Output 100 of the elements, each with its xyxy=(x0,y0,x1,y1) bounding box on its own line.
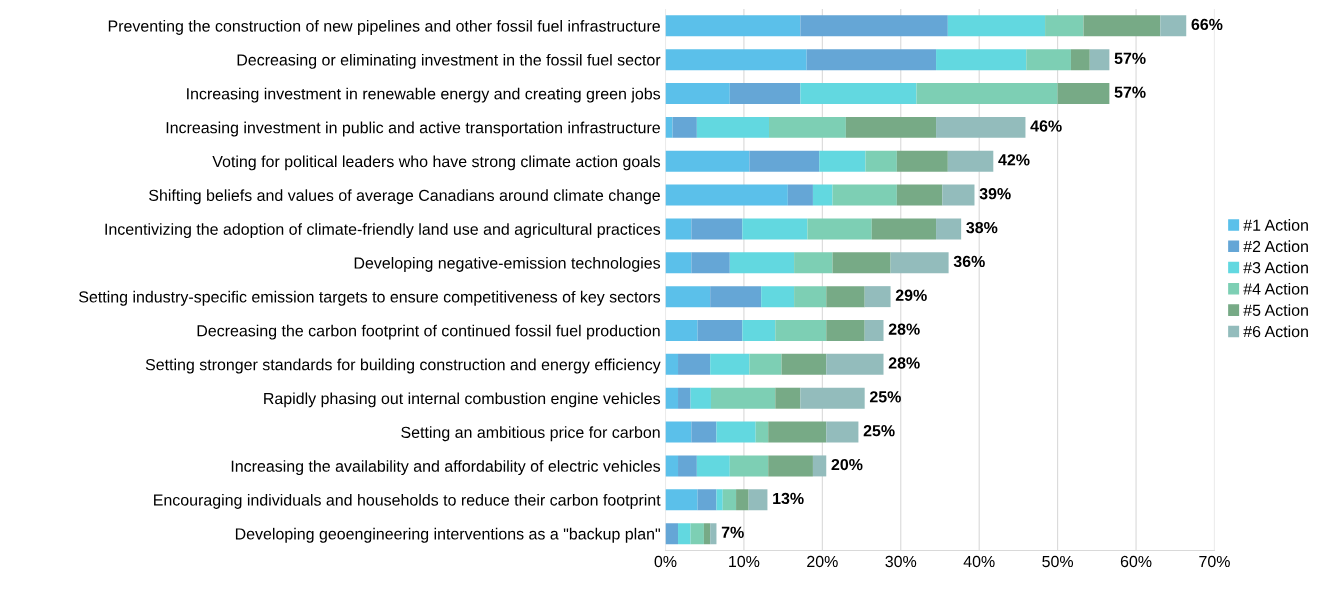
bar xyxy=(665,455,679,477)
bar xyxy=(755,421,769,443)
bar xyxy=(807,218,872,240)
bar xyxy=(1089,49,1110,71)
bar xyxy=(768,455,813,477)
bar xyxy=(819,150,866,172)
legend-label: #6 Action xyxy=(1243,325,1308,338)
bar xyxy=(678,455,697,477)
bar xyxy=(896,184,943,206)
bar xyxy=(691,421,717,443)
y-tick-label: Developing geoengineering interventions as a "backup plan" xyxy=(235,527,660,543)
bar xyxy=(1070,49,1090,71)
total-label: 28% xyxy=(888,357,920,369)
bar xyxy=(690,387,711,409)
bar xyxy=(665,116,673,138)
bar xyxy=(896,150,948,172)
bar xyxy=(742,320,776,341)
total-label: 7% xyxy=(721,526,744,538)
y-tick-label: Increasing investment in renewable energy and creating green jobs xyxy=(187,87,661,103)
bar xyxy=(947,15,1046,37)
total-label: 25% xyxy=(869,391,901,403)
bar xyxy=(703,523,711,545)
bar xyxy=(665,489,698,511)
bar xyxy=(665,150,750,172)
bar xyxy=(710,353,750,375)
total-label: 39% xyxy=(979,188,1011,200)
bar xyxy=(690,523,704,545)
legend-label: #3 Action xyxy=(1243,261,1308,274)
bar xyxy=(665,49,807,71)
bar xyxy=(665,387,679,409)
bar xyxy=(665,320,698,341)
bar xyxy=(665,421,692,443)
bar xyxy=(806,49,937,71)
bar xyxy=(800,83,917,105)
bar xyxy=(800,387,865,409)
bar xyxy=(742,218,808,240)
y-tick-label: Preventing the construction of new pipelines and other fossil fuel infrastructure xyxy=(108,20,660,35)
bar xyxy=(775,387,801,409)
bar xyxy=(845,116,937,138)
bar xyxy=(865,150,897,172)
bar xyxy=(787,184,813,206)
y-tick-label: Incentivizing the adoption of climate-friendly land use and agricultural practices xyxy=(105,223,661,239)
bar xyxy=(749,353,782,375)
total-label: 66% xyxy=(1191,18,1223,31)
total-label: 28% xyxy=(888,323,920,335)
bar xyxy=(710,286,762,308)
bar xyxy=(781,353,827,375)
legend-label: #4 Action xyxy=(1243,282,1308,295)
bar xyxy=(710,387,776,409)
total-label: 57% xyxy=(1114,86,1146,98)
y-tick-label: Decreasing or eliminating investment in the fossil fuel sector xyxy=(237,53,661,69)
bar xyxy=(1026,49,1071,71)
y-tick-label: Rapidly phasing out internal combustion engine vehicles xyxy=(264,392,661,408)
bar xyxy=(665,523,679,545)
bar xyxy=(678,523,691,545)
x-tick-label: 70% xyxy=(1199,555,1230,568)
bar xyxy=(696,116,770,138)
bar xyxy=(729,83,801,105)
bar xyxy=(697,320,743,341)
y-tick-label: Encouraging individuals and households to reduce their carbon footprint xyxy=(154,493,661,509)
bar xyxy=(826,353,884,375)
bar xyxy=(729,252,795,274)
bar xyxy=(1045,15,1084,37)
bar xyxy=(890,252,949,274)
y-tick-label: Setting industry-specific emission targets to ensure competitiveness of key sectors xyxy=(79,290,661,306)
bar xyxy=(665,218,692,240)
total-label: 57% xyxy=(1114,52,1146,64)
bar xyxy=(749,150,820,172)
bar xyxy=(947,150,994,172)
y-tick-label: Developing negative-emission technologies xyxy=(354,257,661,272)
x-tick-label: 60% xyxy=(1120,555,1152,568)
y-tick-label: Decreasing the carbon footprint of continued fossil fuel production xyxy=(197,324,660,340)
bar xyxy=(812,184,833,206)
bar xyxy=(864,286,891,308)
bar xyxy=(864,320,884,341)
bar xyxy=(800,15,948,37)
bar xyxy=(826,421,859,443)
bar xyxy=(678,353,711,375)
bar xyxy=(769,116,846,138)
bar xyxy=(871,218,937,240)
bar xyxy=(832,252,891,274)
bar xyxy=(768,421,827,443)
total-label: 46% xyxy=(1030,120,1062,132)
bar xyxy=(665,252,692,274)
bar xyxy=(722,489,737,511)
bar xyxy=(696,455,730,477)
bar xyxy=(794,252,833,274)
x-tick-label: 0% xyxy=(654,555,677,568)
x-tick-label: 10% xyxy=(729,555,760,568)
bar xyxy=(736,489,749,511)
total-label: 20% xyxy=(831,458,863,471)
bar xyxy=(1160,15,1187,37)
bar xyxy=(665,353,679,375)
bar xyxy=(916,83,1058,105)
bar xyxy=(1083,15,1161,37)
x-tick-label: 20% xyxy=(807,555,838,568)
total-label: 42% xyxy=(998,154,1030,166)
x-tick-label: 40% xyxy=(963,555,995,568)
total-label: 25% xyxy=(863,425,895,437)
bar xyxy=(826,320,865,341)
